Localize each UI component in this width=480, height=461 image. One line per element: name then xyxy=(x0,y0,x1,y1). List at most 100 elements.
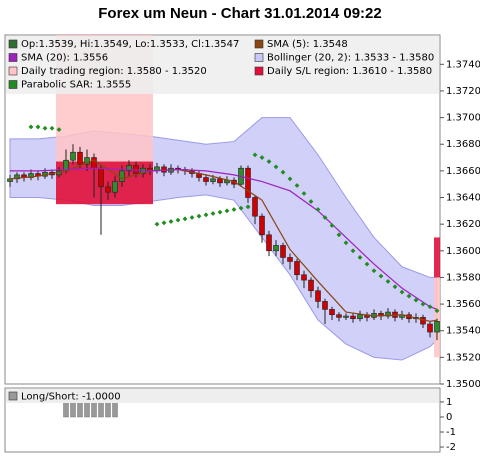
y-tick-label: 1.3640 xyxy=(446,193,480,204)
candle-body xyxy=(350,315,356,320)
y-tick-label: 1.3620 xyxy=(446,219,480,230)
y-tick-label: 1.3720 xyxy=(446,86,480,97)
bar xyxy=(105,401,111,418)
y-tick-label: 1.3740 xyxy=(446,59,480,70)
y-tick-label: 1.3560 xyxy=(446,299,480,310)
candle-body xyxy=(357,314,363,320)
indicator-line xyxy=(10,167,438,310)
candle-body xyxy=(385,311,391,317)
legend-label: Op:1.3539, Hi:1.3549, Lo:1.3533, Cl:1.35… xyxy=(21,39,239,50)
sar-dot xyxy=(399,289,405,295)
sar-dot xyxy=(350,248,356,254)
candle-body xyxy=(280,245,286,258)
candle-body xyxy=(427,323,433,333)
candle-body xyxy=(84,157,90,165)
legend-label: Daily S/L region: 1.3610 - 1.3580 xyxy=(267,66,432,77)
sar-dot xyxy=(357,255,363,260)
legend-box xyxy=(6,36,439,94)
sar-dot xyxy=(259,155,265,160)
candle-body xyxy=(322,301,328,310)
sar-dot xyxy=(301,191,307,196)
candle-body xyxy=(336,314,342,318)
sar-dot xyxy=(336,232,342,238)
candle-body xyxy=(70,151,76,161)
bar xyxy=(63,401,69,418)
bar xyxy=(70,401,76,418)
candle-body xyxy=(119,170,125,182)
legend-swatch xyxy=(254,39,264,49)
legend-swatch xyxy=(254,53,264,62)
candle-body xyxy=(259,215,265,236)
candle-body xyxy=(105,186,111,193)
y-tick-label: 1.3600 xyxy=(446,246,480,257)
candle-body xyxy=(98,167,104,188)
y-tick-label: 1.3700 xyxy=(446,113,480,124)
bar xyxy=(112,401,118,418)
sar-dot xyxy=(294,183,300,188)
bar xyxy=(91,401,97,418)
chart-title: Forex um Neun - Chart 31.01.2014 09:22 xyxy=(98,5,381,22)
sar-dot xyxy=(161,220,167,226)
candle-body xyxy=(273,245,279,252)
y-tick-label: 1.3540 xyxy=(446,326,480,337)
candle-body xyxy=(315,290,321,302)
indicator-line xyxy=(9,159,438,323)
legend-label: Long/Short: -1.0000 xyxy=(21,392,121,403)
sar-dot xyxy=(315,207,321,212)
legend-swatch xyxy=(8,391,18,401)
candle-body xyxy=(329,309,335,316)
candle-body xyxy=(434,321,440,333)
candle-body xyxy=(210,178,216,182)
sar-dot xyxy=(385,279,391,284)
y-tick-label: 1.3520 xyxy=(446,352,480,363)
legend-label: Bollinger (20, 2): 1.3533 - 1.3580 xyxy=(267,53,434,64)
y-tick-label: 1.3680 xyxy=(446,139,480,150)
candle-body xyxy=(343,315,349,318)
candle-body xyxy=(14,174,20,180)
candle-body xyxy=(28,173,34,178)
sar-dot xyxy=(371,268,377,274)
legend-swatch xyxy=(254,66,264,76)
sar-dot xyxy=(322,215,328,220)
candle-body xyxy=(203,177,209,182)
candle-body xyxy=(252,197,258,217)
plot xyxy=(7,35,440,361)
candle-body xyxy=(91,157,97,169)
y-tick-label: 1.3660 xyxy=(446,166,480,177)
sar-dot xyxy=(364,261,370,267)
sar-dot xyxy=(308,199,314,204)
region xyxy=(434,277,440,358)
sar-dot xyxy=(287,176,293,182)
candle-body xyxy=(245,167,251,198)
region xyxy=(434,237,440,278)
y-tick-label: 1.3580 xyxy=(446,272,480,283)
legend-swatch xyxy=(8,66,18,76)
y-tick-label: -1 xyxy=(446,427,456,438)
candle-body xyxy=(126,165,132,172)
legend-swatch xyxy=(8,80,18,89)
candle-body xyxy=(266,234,272,252)
y-tick-label: 1 xyxy=(446,397,452,408)
sar-dot xyxy=(406,293,412,299)
y-tick-label: -2 xyxy=(446,442,456,453)
candle-body xyxy=(77,151,83,165)
sar-dot xyxy=(175,217,181,223)
sar-dot xyxy=(266,159,272,164)
legend-swatch xyxy=(8,39,18,49)
bar xyxy=(98,401,104,418)
candle-body xyxy=(217,178,223,184)
legend-label: SMA (5): 1.3548 xyxy=(267,39,348,50)
sar-dot xyxy=(182,216,188,222)
bar xyxy=(77,401,83,418)
legend-label: Daily trading region: 1.3580 - 1.3520 xyxy=(21,66,207,77)
sar-dot xyxy=(392,284,398,290)
legend-box xyxy=(6,389,439,403)
candle-body xyxy=(112,181,118,193)
candle-body xyxy=(294,261,300,276)
sar-dot xyxy=(273,164,279,170)
sar-dot xyxy=(378,273,384,279)
y-tick-label: 1.3500 xyxy=(446,379,480,390)
bar xyxy=(84,401,90,418)
legend-label: Parabolic SAR: 1.3555 xyxy=(21,80,131,91)
